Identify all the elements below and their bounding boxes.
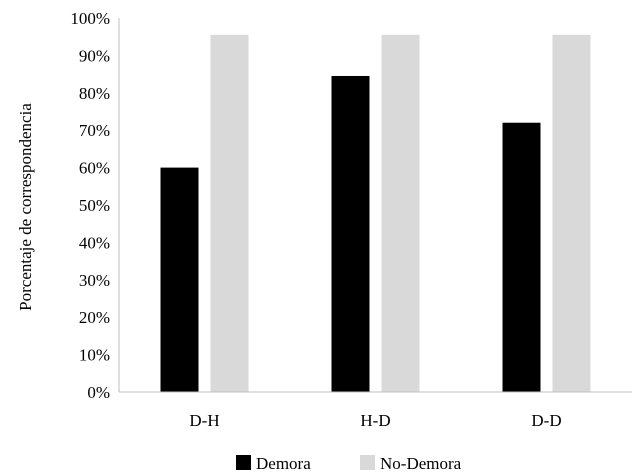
x-category-label: H-D [360,411,390,430]
y-tick-label: 0% [87,383,110,402]
axes [118,18,632,393]
bar-demora-h-d [331,75,370,392]
y-tick-label: 100% [70,9,110,28]
x-category-label: D-D [531,411,561,430]
bars [160,34,591,392]
legend-label-demora: Demora [256,454,311,473]
bar-no-demora-d-d [552,34,591,392]
x-category-label: D-H [189,411,219,430]
y-axis-label: Porcentaje de correspondencia [16,103,35,311]
legend: Demora No-Demora [236,454,462,473]
bar-no-demora-d-h [210,34,249,392]
legend-swatch-demora [236,455,251,470]
y-tick-labels: 0% 10% 20% 30% 40% 50% 60% 70% 80% 90% 100% [70,9,110,402]
y-tick-label: 20% [79,308,110,327]
x-category-labels: D-H H-D D-D [189,411,561,430]
legend-swatch-no-demora [360,455,375,470]
y-axis-label-group: Porcentaje de correspondencia [16,103,35,311]
y-tick-label: 40% [79,233,110,252]
y-tick-label: 90% [79,46,110,65]
y-tick-label: 70% [79,121,110,140]
bar-demora-d-h [160,167,199,392]
y-tick-label: 30% [79,271,110,290]
y-tick-label: 60% [79,159,110,178]
bar-no-demora-h-d [381,34,420,392]
y-tick-label: 80% [79,84,110,103]
y-tick-label: 50% [79,196,110,215]
y-tick-label: 10% [79,346,110,365]
legend-label-no-demora: No-Demora [380,454,462,473]
bar-demora-d-d [502,122,541,392]
